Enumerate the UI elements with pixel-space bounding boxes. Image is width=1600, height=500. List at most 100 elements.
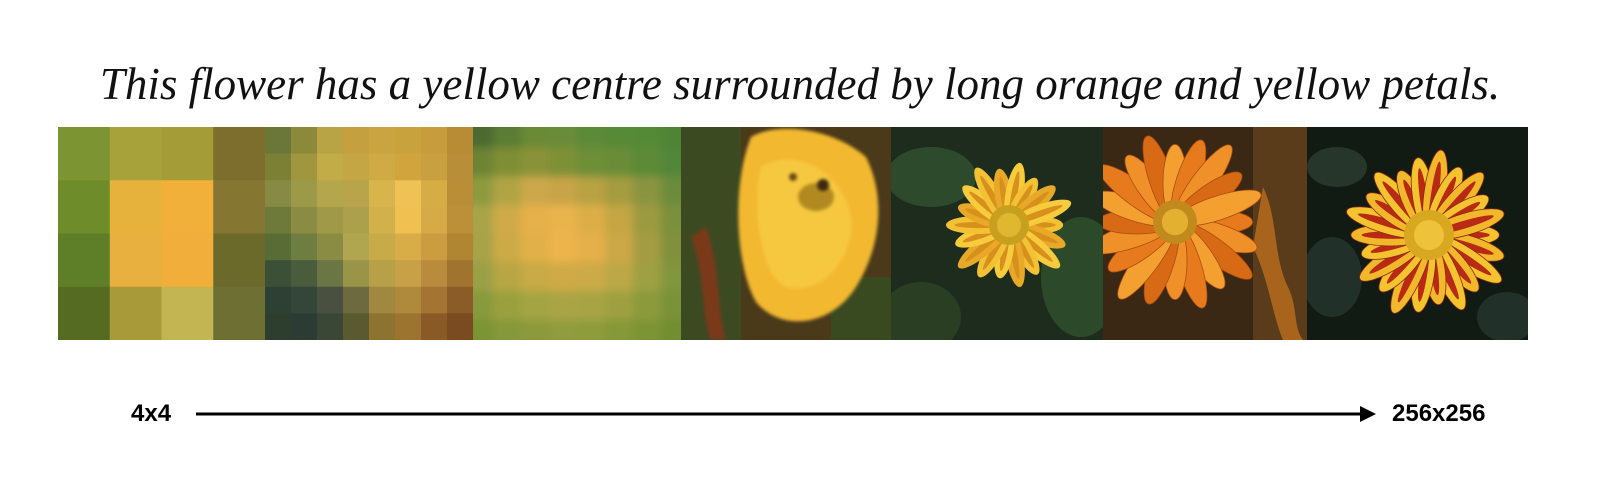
panel-4x4-image <box>58 127 265 340</box>
pixel-block <box>548 291 578 321</box>
pixel-block <box>317 127 344 155</box>
pixel-block <box>473 233 494 263</box>
pixel-block <box>369 180 396 208</box>
pixel-block <box>548 127 578 148</box>
pixel-block <box>343 153 370 181</box>
pixel-block <box>577 291 606 321</box>
pixel-block <box>291 180 318 208</box>
pixel-block <box>633 233 662 263</box>
pixel-block <box>421 260 448 288</box>
pixel-block <box>520 262 550 292</box>
pixel-block <box>605 175 634 206</box>
pixel-block <box>492 127 522 148</box>
pixel-block <box>520 204 550 235</box>
start-resolution-label: 4x4 <box>131 400 172 427</box>
pixel-block <box>317 260 344 288</box>
pixel-block <box>58 233 111 288</box>
pixel-block <box>369 233 396 261</box>
pixel-block <box>58 180 111 235</box>
pixel-block <box>577 147 606 177</box>
pixel-block <box>369 313 396 340</box>
panel-16x16 <box>473 127 681 340</box>
panel-8x8-image <box>265 127 473 340</box>
pixel-block <box>473 319 494 340</box>
pixel-block <box>265 233 292 261</box>
pixel-block <box>395 127 422 155</box>
pixel-block <box>343 286 370 314</box>
pixel-block <box>343 233 370 261</box>
pixel-block <box>291 233 318 261</box>
pixel-block <box>492 262 522 292</box>
pixel-block <box>548 233 578 263</box>
pixel-block <box>161 180 215 235</box>
pixel-block <box>447 153 473 181</box>
pixel-block <box>520 233 550 263</box>
pixel-block <box>395 260 422 288</box>
pixel-block <box>317 153 344 181</box>
pixel-block <box>548 319 578 340</box>
pixel-block <box>633 147 662 177</box>
pixel-block <box>213 127 265 182</box>
pixel-block <box>577 319 606 340</box>
pixel-block <box>548 175 578 206</box>
panel-256x256 <box>1307 127 1528 340</box>
pixel-block <box>473 147 494 177</box>
pixel-block <box>421 153 448 181</box>
pixel-block <box>291 153 318 181</box>
pixel-block <box>343 313 370 340</box>
pixel-block <box>161 286 215 340</box>
pixel-block <box>291 260 318 288</box>
pixel-block <box>395 233 422 261</box>
pixel-block <box>421 206 448 235</box>
pixel-block <box>213 286 265 340</box>
caption: This flower has a yellow centre surround… <box>99 59 1501 109</box>
pixel-block <box>577 233 606 263</box>
pixel-block <box>661 291 681 321</box>
pixel-block <box>605 233 634 263</box>
pixel-block <box>369 153 396 181</box>
pixel-block <box>343 206 370 235</box>
resolution-image-strip <box>58 127 1528 340</box>
pixel-block <box>291 313 318 340</box>
pixel-block <box>633 175 662 206</box>
pixel-block <box>395 153 422 181</box>
pixel-block <box>58 127 111 182</box>
pixel-block <box>395 313 422 340</box>
pixel-block <box>109 127 163 182</box>
pixel-block <box>447 286 473 314</box>
pixel-block <box>343 127 370 155</box>
pixel-block <box>492 319 522 340</box>
pixel-block <box>548 262 578 292</box>
pixel-block <box>661 319 681 340</box>
pixel-block <box>492 204 522 235</box>
pixel-block <box>109 233 163 288</box>
pixel-block <box>520 319 550 340</box>
pixel-block <box>633 291 662 321</box>
pixel-block <box>317 233 344 261</box>
pixel-block <box>369 286 396 314</box>
pixel-block <box>291 206 318 235</box>
panel-256x256-image <box>1307 127 1528 340</box>
pixel-block <box>213 180 265 235</box>
pixel-block <box>492 233 522 263</box>
pixel-block <box>520 175 550 206</box>
pixel-block <box>473 204 494 235</box>
pixel-block <box>633 127 662 148</box>
panel-32x32 <box>681 127 891 340</box>
pixel-block <box>661 147 681 177</box>
pixel-block <box>369 127 396 155</box>
pixel-block <box>520 127 550 148</box>
pixel-block <box>473 127 494 148</box>
pixel-block <box>492 147 522 177</box>
pixel-block <box>395 286 422 314</box>
pixel-block <box>109 180 163 235</box>
pixel-block <box>161 233 215 288</box>
pixel-block <box>633 262 662 292</box>
pixel-block <box>265 260 292 288</box>
pixel-block <box>577 175 606 206</box>
pixel-block <box>473 175 494 206</box>
pixel-block <box>661 233 681 263</box>
panel-32x32-image <box>681 127 891 340</box>
pixel-block <box>447 180 473 208</box>
pixel-block <box>317 286 344 314</box>
